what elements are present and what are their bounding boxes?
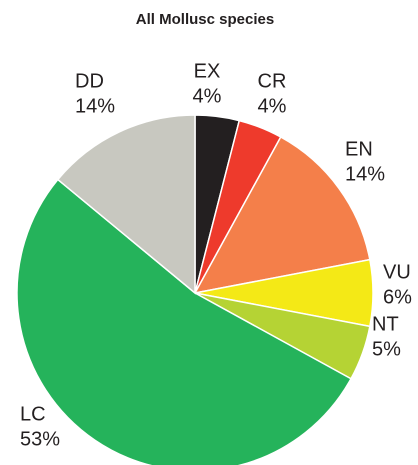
slice-label: CR [258,70,287,92]
slice-label: DD [75,70,104,92]
slice-label: NT [372,313,399,335]
slice-label: EN [345,138,373,160]
chart-title: All Mollusc species [136,11,274,28]
slice-value-label: 14% [75,95,115,117]
pie-slice [56,114,196,295]
slice-label: EX [194,60,221,82]
slice-value-label: 53% [20,428,60,450]
pie-slice [193,135,371,295]
slice-label: VU [383,261,411,283]
slice-value-label: 4% [258,95,287,117]
slice-value-label: 6% [383,286,412,308]
slice-label: LC [20,403,46,425]
pie-slice [16,178,353,465]
slice-value-label: 5% [372,338,401,360]
slice-value-label: 14% [345,163,385,185]
slice-value-label: 4% [193,85,222,107]
